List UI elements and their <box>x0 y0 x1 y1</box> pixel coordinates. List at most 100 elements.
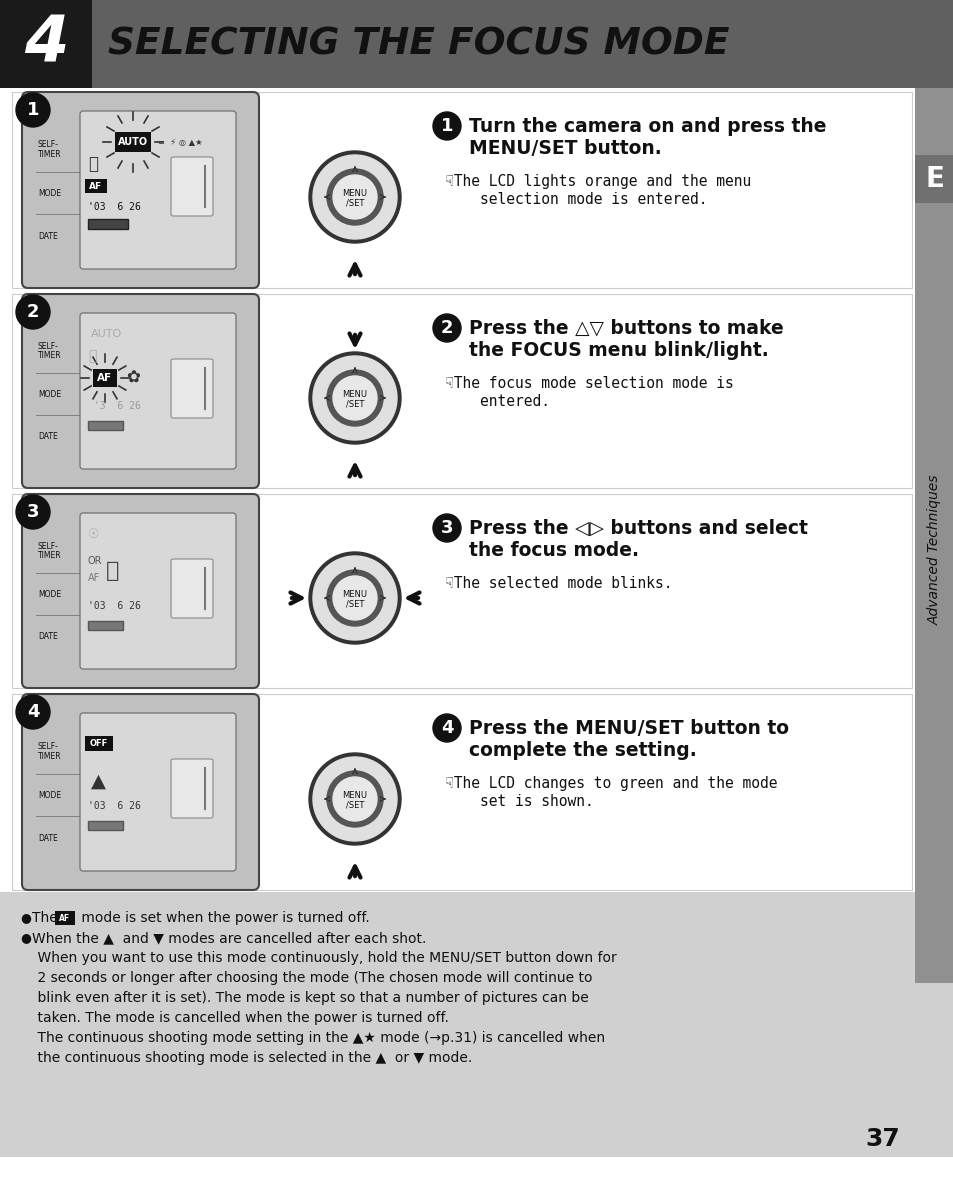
Circle shape <box>433 513 460 542</box>
Text: 3: 3 <box>27 503 39 521</box>
Text: set is shown.: set is shown. <box>444 794 593 808</box>
Circle shape <box>309 151 400 243</box>
Text: DATE: DATE <box>38 432 58 441</box>
FancyBboxPatch shape <box>80 111 235 269</box>
Text: MODE: MODE <box>38 189 61 199</box>
Text: E: E <box>924 164 943 193</box>
Text: 1: 1 <box>440 117 453 135</box>
Text: Turn the camera on and press the: Turn the camera on and press the <box>469 116 825 136</box>
Text: 2: 2 <box>440 319 453 337</box>
Circle shape <box>327 169 382 225</box>
Text: MENU: MENU <box>342 188 367 198</box>
Text: ☟The focus mode selection mode is: ☟The focus mode selection mode is <box>444 375 733 390</box>
Circle shape <box>433 715 460 742</box>
Text: ⎙: ⎙ <box>88 155 98 173</box>
Text: Press the △▽ buttons to make: Press the △▽ buttons to make <box>469 318 783 337</box>
Circle shape <box>16 494 50 529</box>
Text: OR: OR <box>88 556 102 565</box>
Text: DATE: DATE <box>38 232 58 240</box>
FancyBboxPatch shape <box>22 694 258 890</box>
Circle shape <box>313 356 396 440</box>
FancyBboxPatch shape <box>12 694 911 890</box>
FancyBboxPatch shape <box>12 295 911 489</box>
FancyBboxPatch shape <box>171 560 213 618</box>
Text: AUTO: AUTO <box>91 329 122 340</box>
Text: SELF-
TIMER: SELF- TIMER <box>38 742 62 761</box>
Text: AF: AF <box>97 373 112 383</box>
Text: /SET: /SET <box>345 801 364 809</box>
FancyBboxPatch shape <box>80 313 235 468</box>
Text: MODE: MODE <box>38 390 61 399</box>
Circle shape <box>333 175 376 219</box>
Circle shape <box>327 570 382 626</box>
Text: Press the ◁▷ buttons and select: Press the ◁▷ buttons and select <box>469 518 807 537</box>
Text: ☟The LCD changes to green and the mode: ☟The LCD changes to green and the mode <box>444 776 777 790</box>
Text: ☟The LCD lights orange and the menu: ☟The LCD lights orange and the menu <box>444 174 750 188</box>
FancyBboxPatch shape <box>914 88 953 983</box>
FancyBboxPatch shape <box>85 179 107 193</box>
Text: complete the setting.: complete the setting. <box>469 741 696 759</box>
Circle shape <box>333 376 376 420</box>
Text: MENU: MENU <box>342 790 367 800</box>
Text: /SET: /SET <box>345 199 364 207</box>
FancyBboxPatch shape <box>22 295 258 489</box>
Text: MENU/SET button.: MENU/SET button. <box>469 138 661 157</box>
FancyBboxPatch shape <box>88 821 123 830</box>
Circle shape <box>16 694 50 729</box>
Circle shape <box>16 93 50 127</box>
Circle shape <box>333 576 376 620</box>
Text: AF: AF <box>88 573 100 583</box>
Text: AF: AF <box>59 913 71 923</box>
Circle shape <box>16 295 50 329</box>
Text: 2: 2 <box>27 303 39 321</box>
FancyBboxPatch shape <box>80 513 235 670</box>
FancyBboxPatch shape <box>88 621 123 631</box>
Text: SELF-
TIMER: SELF- TIMER <box>38 140 62 159</box>
Text: ▲: ▲ <box>91 771 106 790</box>
Text: SELF-
TIMER: SELF- TIMER <box>38 542 62 561</box>
Text: AUTO: AUTO <box>118 137 148 147</box>
FancyBboxPatch shape <box>115 132 151 151</box>
Text: the FOCUS menu blink/light.: the FOCUS menu blink/light. <box>469 341 768 360</box>
Text: 37: 37 <box>864 1127 899 1151</box>
FancyBboxPatch shape <box>55 911 75 925</box>
Circle shape <box>313 155 396 239</box>
Text: ✿: ✿ <box>126 369 140 387</box>
Circle shape <box>313 556 396 640</box>
FancyBboxPatch shape <box>22 494 258 689</box>
Text: ⛰: ⛰ <box>106 561 119 581</box>
Text: ☉: ☉ <box>88 528 99 541</box>
Text: DATE: DATE <box>38 834 58 842</box>
Text: When you want to use this mode continuously, hold the MENU/SET button down for: When you want to use this mode continuou… <box>20 951 616 965</box>
Text: taken. The mode is cancelled when the power is turned off.: taken. The mode is cancelled when the po… <box>20 1011 449 1024</box>
Text: ●: ● <box>20 931 30 944</box>
Text: Advanced Techniques: Advanced Techniques <box>926 474 941 626</box>
FancyBboxPatch shape <box>22 92 258 287</box>
Circle shape <box>309 754 400 845</box>
Circle shape <box>433 112 460 140</box>
Text: ⎙: ⎙ <box>88 349 96 363</box>
Circle shape <box>327 370 382 426</box>
FancyBboxPatch shape <box>0 0 953 88</box>
Circle shape <box>433 313 460 342</box>
Text: mode is set when the power is turned off.: mode is set when the power is turned off… <box>77 911 370 925</box>
FancyBboxPatch shape <box>171 157 213 216</box>
Text: /SET: /SET <box>345 400 364 408</box>
Text: the focus mode.: the focus mode. <box>469 541 639 560</box>
Text: '03  6 26: '03 6 26 <box>88 801 141 812</box>
Text: MODE: MODE <box>38 590 61 599</box>
FancyBboxPatch shape <box>914 155 953 203</box>
Text: MENU: MENU <box>342 389 367 399</box>
Text: '03  6 26: '03 6 26 <box>88 202 141 212</box>
FancyBboxPatch shape <box>88 421 123 429</box>
FancyBboxPatch shape <box>85 736 112 751</box>
FancyBboxPatch shape <box>88 219 128 230</box>
Text: 1: 1 <box>27 101 39 119</box>
Text: '3  6 26: '3 6 26 <box>88 401 141 411</box>
Text: OFF: OFF <box>90 738 108 748</box>
FancyBboxPatch shape <box>92 369 117 387</box>
Text: entered.: entered. <box>444 394 550 408</box>
Text: blink even after it is set). The mode is kept so that a number of pictures can b: blink even after it is set). The mode is… <box>20 991 588 1006</box>
FancyBboxPatch shape <box>12 494 911 689</box>
FancyBboxPatch shape <box>0 892 953 1157</box>
